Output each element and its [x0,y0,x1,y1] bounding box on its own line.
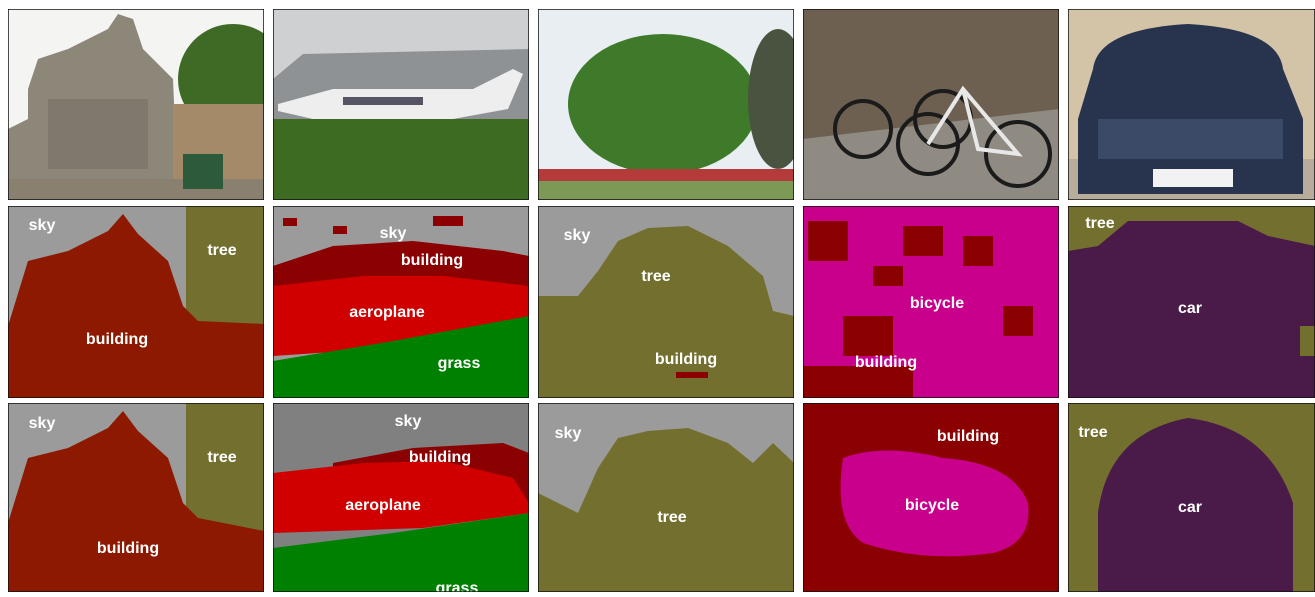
region-label: grass [436,580,479,592]
region-label: building [86,331,148,348]
region-label: building [855,354,917,371]
segmentation: sky tree building [8,206,264,398]
region-label: building [401,252,463,269]
region-label: tree [1085,215,1114,232]
photo-bicycle [803,9,1059,200]
photo-aeroplane [273,9,529,200]
photo-tree [538,9,808,200]
region-label: sky [555,425,582,442]
segmentation: sky building aeroplane grass [273,403,529,592]
segmentation: tree car [1068,206,1315,398]
region-label: building [655,351,717,368]
region-label: sky [29,217,56,234]
region-label: tree [1078,424,1107,441]
region-label: sky [380,225,407,242]
region-label: building [409,449,471,466]
region-label: sky [29,415,56,432]
segmentation: sky tree building [538,206,794,398]
region-label: tree [207,242,236,259]
region-label: tree [657,509,686,526]
photo-car [1068,9,1315,200]
region-label: bicycle [910,295,964,312]
segmentation: tree car [1068,403,1315,592]
figure: sky tree building sky building aeroplane gras… [0,0,1315,592]
segmentation: sky tree [538,403,794,592]
segmentation: sky building aeroplane grass [273,206,529,398]
region-label: bicycle [905,497,959,514]
region-label: building [937,428,999,445]
region-label: sky [395,413,422,430]
region-label: tree [641,268,670,285]
region-label: sky [564,227,591,244]
segmentation: building bicycle [803,403,1059,592]
region-label: aeroplane [349,304,425,321]
photo-building [8,9,288,200]
region-label: grass [438,355,481,372]
page: sky tree building sky building aeroplane gras… [0,0,1315,592]
region-label: car [1178,499,1202,516]
segmentation: bicycle building [803,206,1059,398]
region-label: building [97,540,159,557]
region-label: tree [207,449,236,466]
region-label: aeroplane [345,497,421,514]
segmentation: sky tree building [8,403,264,592]
region-label: car [1178,300,1202,317]
